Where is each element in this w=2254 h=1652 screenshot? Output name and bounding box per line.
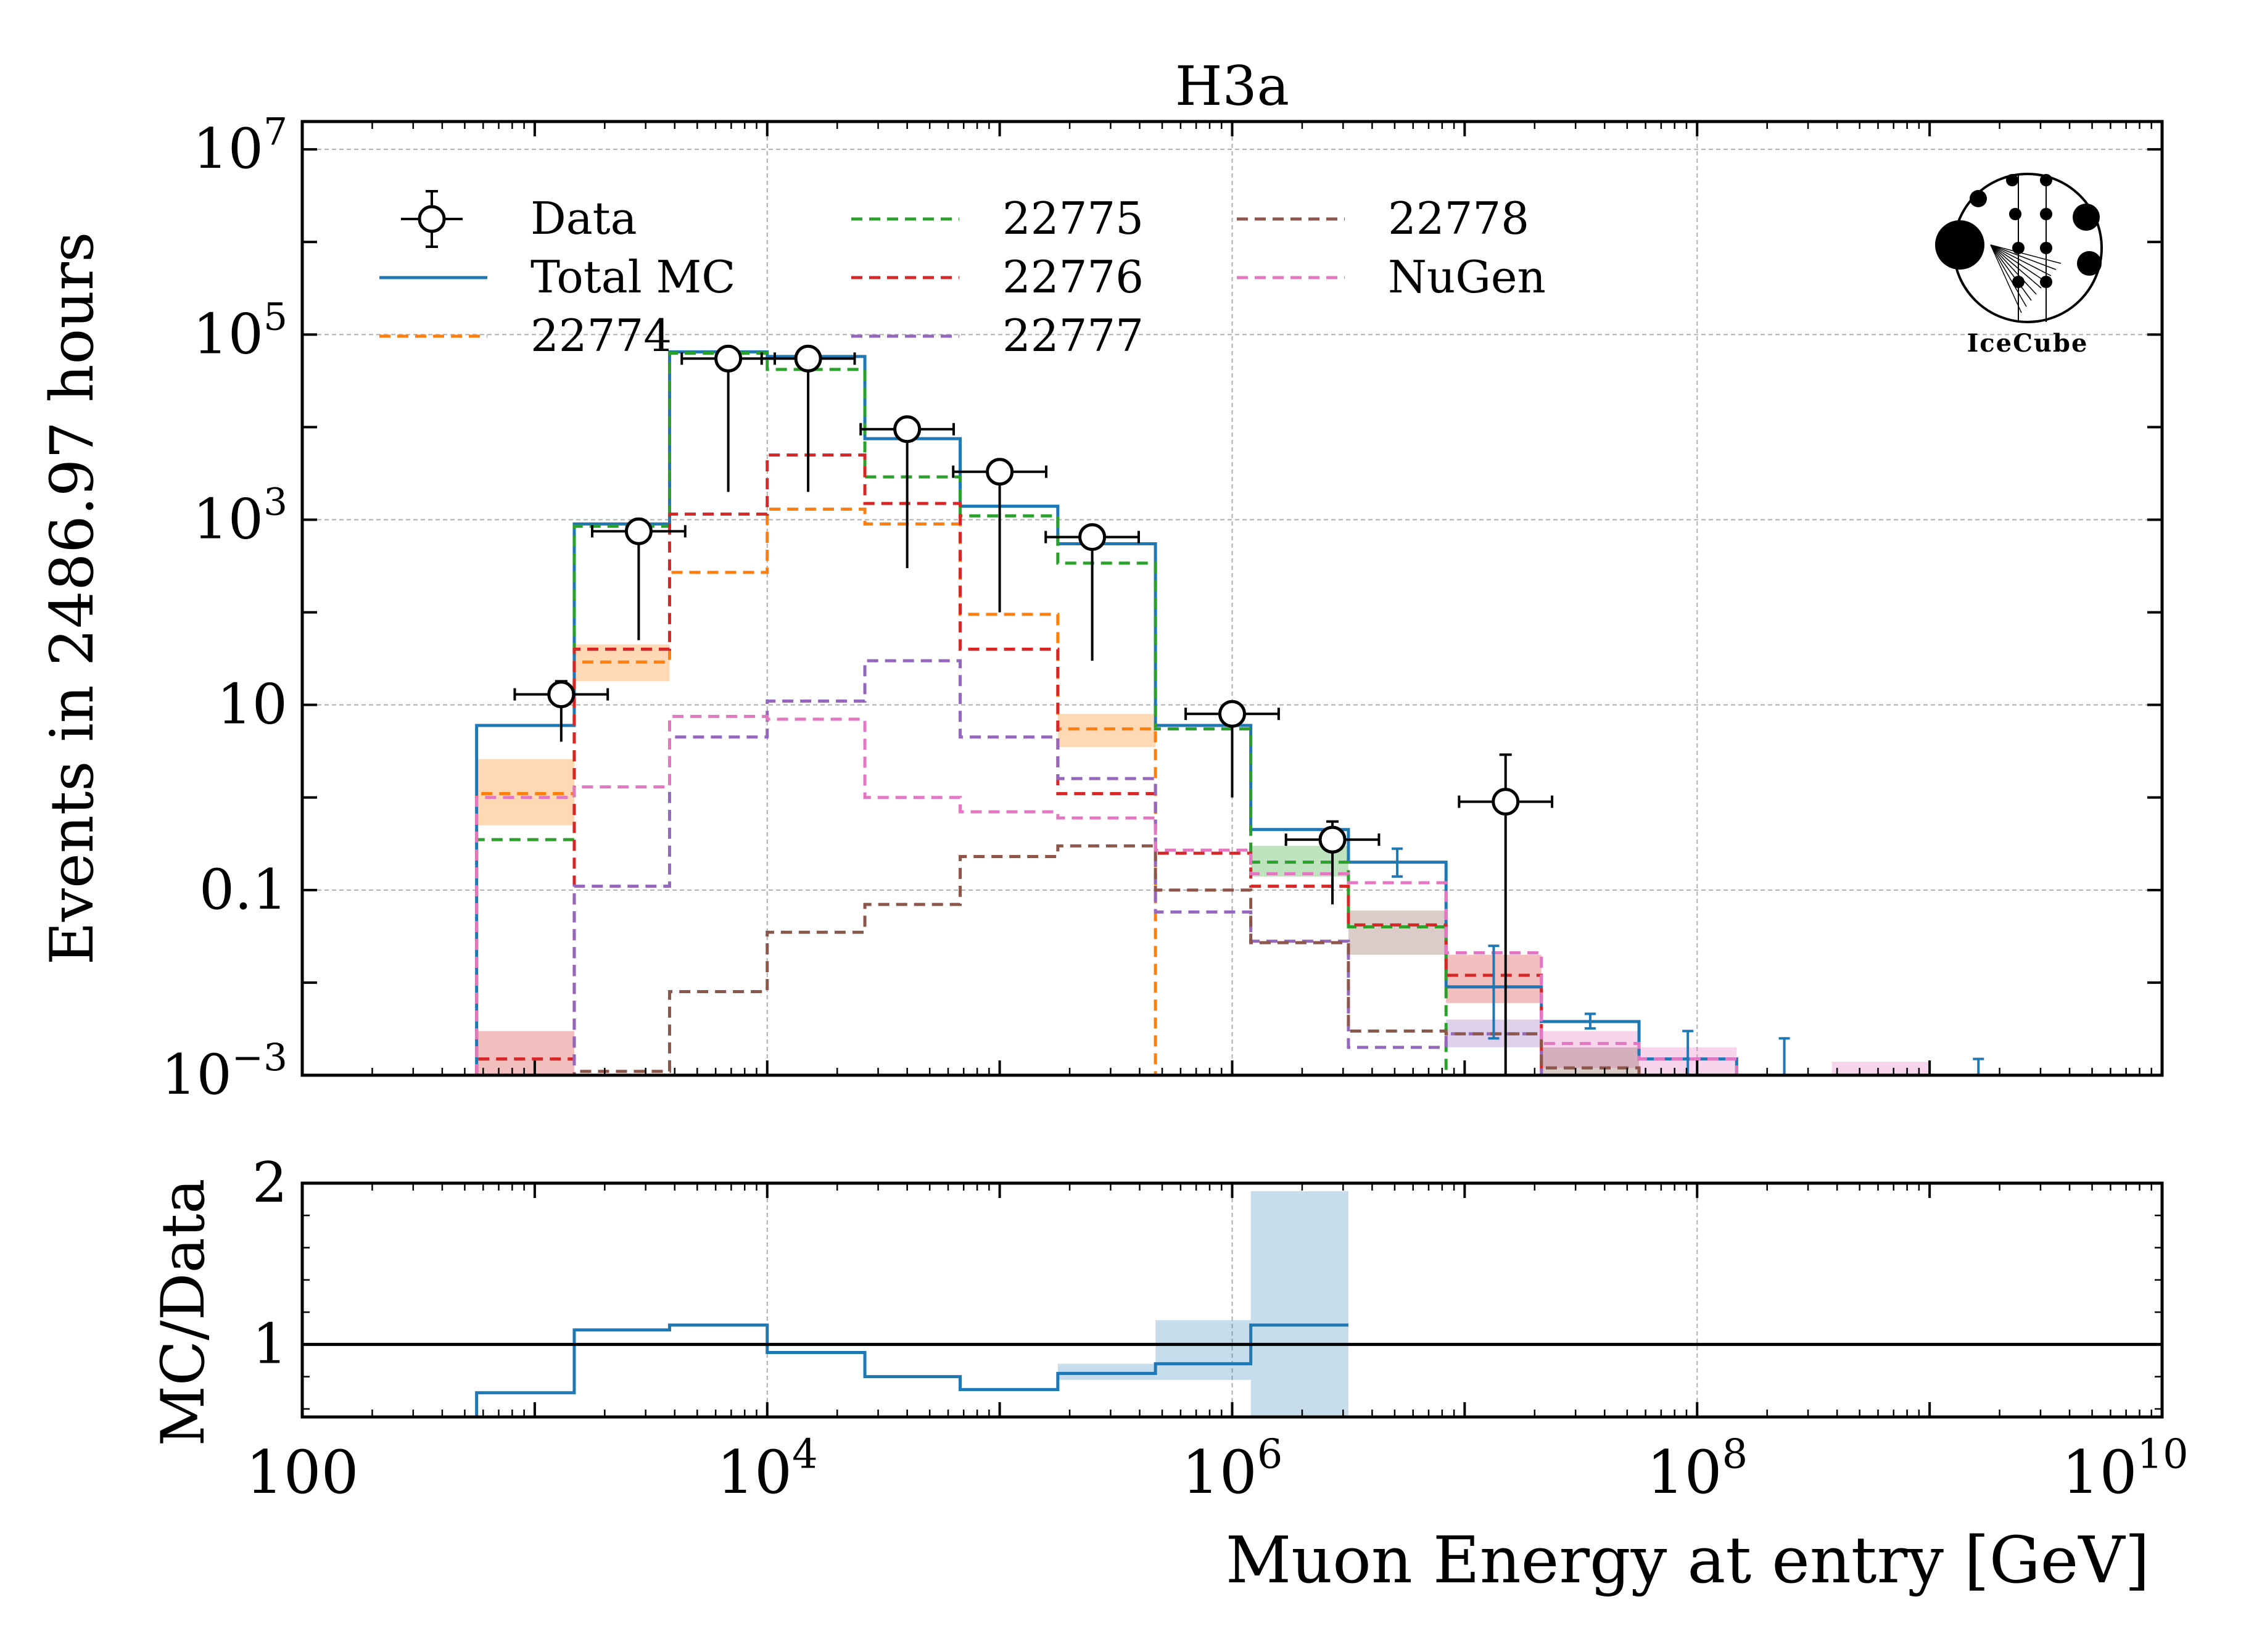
logo-ray (1990, 244, 2062, 264)
ratio-series (475, 1191, 1348, 1417)
legend-label: 22775 (1002, 192, 1144, 244)
data-points (513, 344, 1554, 1075)
uncertainty-band (1348, 911, 1447, 955)
chart-title: H3a (1175, 54, 1289, 118)
legend-label: Total MC (530, 251, 735, 303)
legend-label: 22776 (1002, 251, 1144, 303)
logo-ray (1990, 244, 2052, 276)
series-22778 (476, 844, 2028, 1075)
legend-label: 22778 (1388, 192, 1529, 244)
ratio-band (1155, 1320, 1251, 1380)
y-tick-label: 103 (193, 481, 287, 552)
uncertainty-band (1057, 714, 1156, 748)
data-point (1218, 700, 1246, 728)
series-22774 (475, 507, 2028, 1075)
logo-ray (1990, 244, 2057, 270)
data-point (624, 517, 653, 545)
y-tick-label: 107 (193, 110, 287, 181)
legend-label: NuGen (1388, 251, 1546, 303)
data-point (986, 458, 1014, 486)
uncertainty-band (1541, 1031, 1640, 1068)
uncertainty-band (1831, 1062, 1930, 1075)
logo-dom (2073, 204, 2100, 231)
data-point (1492, 788, 1520, 816)
x-tick-label: 100 (246, 1438, 358, 1507)
logo-dom (2006, 174, 2018, 186)
data-point (893, 415, 922, 444)
ratio-panel: 1 2 100 104 106 108 1010 Muon Energy at entry [… (149, 1150, 2189, 1598)
bottom-axes-frame (300, 1181, 2164, 1419)
uncertainty-band (1541, 1047, 1640, 1075)
x-tick-label: 1010 (2062, 1431, 2188, 1507)
y-tick-label: 10−3 (161, 1036, 287, 1107)
legend-marker-point (418, 205, 446, 233)
logo-ray (1990, 244, 2032, 301)
data-point (1318, 825, 1347, 854)
ratio-y-tick-label: 2 (252, 1150, 287, 1215)
y-tick-label: 10 (217, 672, 287, 737)
x-tick-label: 106 (1182, 1431, 1283, 1507)
ratio-y-axis-label: MC/Data (149, 1178, 218, 1446)
ratio-band (1250, 1191, 1348, 1417)
x-axis-label: Muon Energy at entry [GeV] (1226, 1522, 2150, 1598)
y-tick-label: 0.1 (199, 857, 287, 922)
logo-ray (1990, 244, 2042, 289)
y-tick-label: 105 (193, 295, 287, 367)
x-tick-label: 104 (717, 1431, 818, 1507)
series-22775 (475, 351, 2028, 1075)
ratio-y-tick-label: 1 (252, 1311, 287, 1376)
uncertainty-band (476, 1031, 574, 1075)
data-point (714, 344, 743, 373)
logo-dom (2009, 208, 2021, 220)
ratio-step (475, 1323, 1348, 1417)
legend: Data Total MC 22774 22775 22776 22777 22778 NuG… (379, 190, 1546, 361)
y-axis-label: Events in 2486.97 hours (38, 232, 107, 965)
logo-dom (1935, 220, 1984, 270)
logo-ray (1990, 244, 2027, 307)
x-tick-label: 108 (1646, 1431, 1748, 1507)
main-panel: 10−3 0.1 10 103 105 107 H3a Events in 2486.97 h… (38, 54, 2164, 1107)
logo-text: IceCube (1967, 329, 2089, 358)
logo-dom (2077, 251, 2102, 276)
ratio-band (1057, 1363, 1156, 1380)
icecube-logo: IceCube (1935, 173, 2103, 358)
data-point (547, 680, 576, 709)
logo-ray (1990, 244, 2037, 295)
data-point (794, 344, 822, 373)
logo-ray (1990, 244, 2022, 313)
series-nugen (475, 714, 2028, 1075)
legend-label: Data (530, 192, 637, 244)
data-point (1078, 523, 1107, 551)
legend-label: 22774 (530, 310, 672, 361)
legend-label: 22777 (1002, 310, 1144, 361)
series-layer (475, 350, 2028, 1075)
logo-dom (1970, 190, 1987, 207)
